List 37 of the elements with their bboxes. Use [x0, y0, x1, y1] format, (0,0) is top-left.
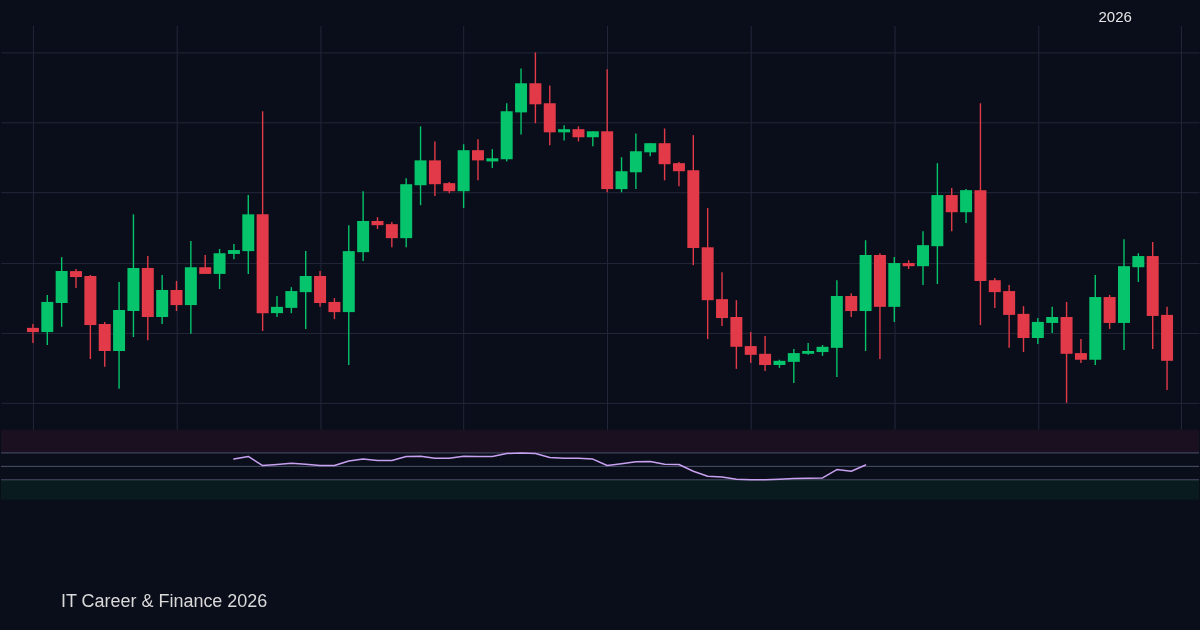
candlestick: [213, 248, 226, 290]
candlestick: [716, 271, 729, 327]
candlestick: [227, 243, 240, 260]
candlestick: [945, 187, 958, 232]
candlestick: [672, 161, 685, 187]
candlestick: [1132, 252, 1145, 283]
candlestick: [285, 286, 298, 314]
candlestick: [299, 250, 312, 330]
candlestick: [486, 148, 499, 169]
candlestick: [845, 292, 858, 318]
candlestick: [629, 132, 642, 190]
candlestick: [385, 221, 398, 248]
candlestick: [1074, 338, 1087, 364]
candlestick: [744, 331, 757, 364]
candlestick: [529, 51, 542, 124]
candlestick: [658, 127, 671, 182]
candlestick: [271, 295, 283, 318]
text: IT Career & Finance 2026: [60, 590, 268, 611]
candlestick: [759, 335, 772, 372]
candlestick: [787, 348, 800, 384]
candlestick: [471, 138, 484, 182]
candlestick: [170, 280, 183, 312]
candlestick: [1046, 306, 1059, 334]
candlestick: [1003, 284, 1016, 349]
candlestick: [802, 342, 815, 356]
candlestick: [960, 188, 973, 224]
candlestick: [615, 156, 628, 193]
candlestick: [328, 297, 341, 320]
candlestick: [428, 140, 441, 197]
candlestick: [917, 230, 929, 286]
candlestick: [70, 268, 82, 289]
candlestick: [558, 124, 571, 142]
candlestick: [988, 277, 1001, 309]
text: 2026: [1098, 8, 1132, 26]
candlestick: [1031, 317, 1044, 345]
candlestick: [26, 323, 39, 344]
candlestick: [199, 254, 212, 275]
